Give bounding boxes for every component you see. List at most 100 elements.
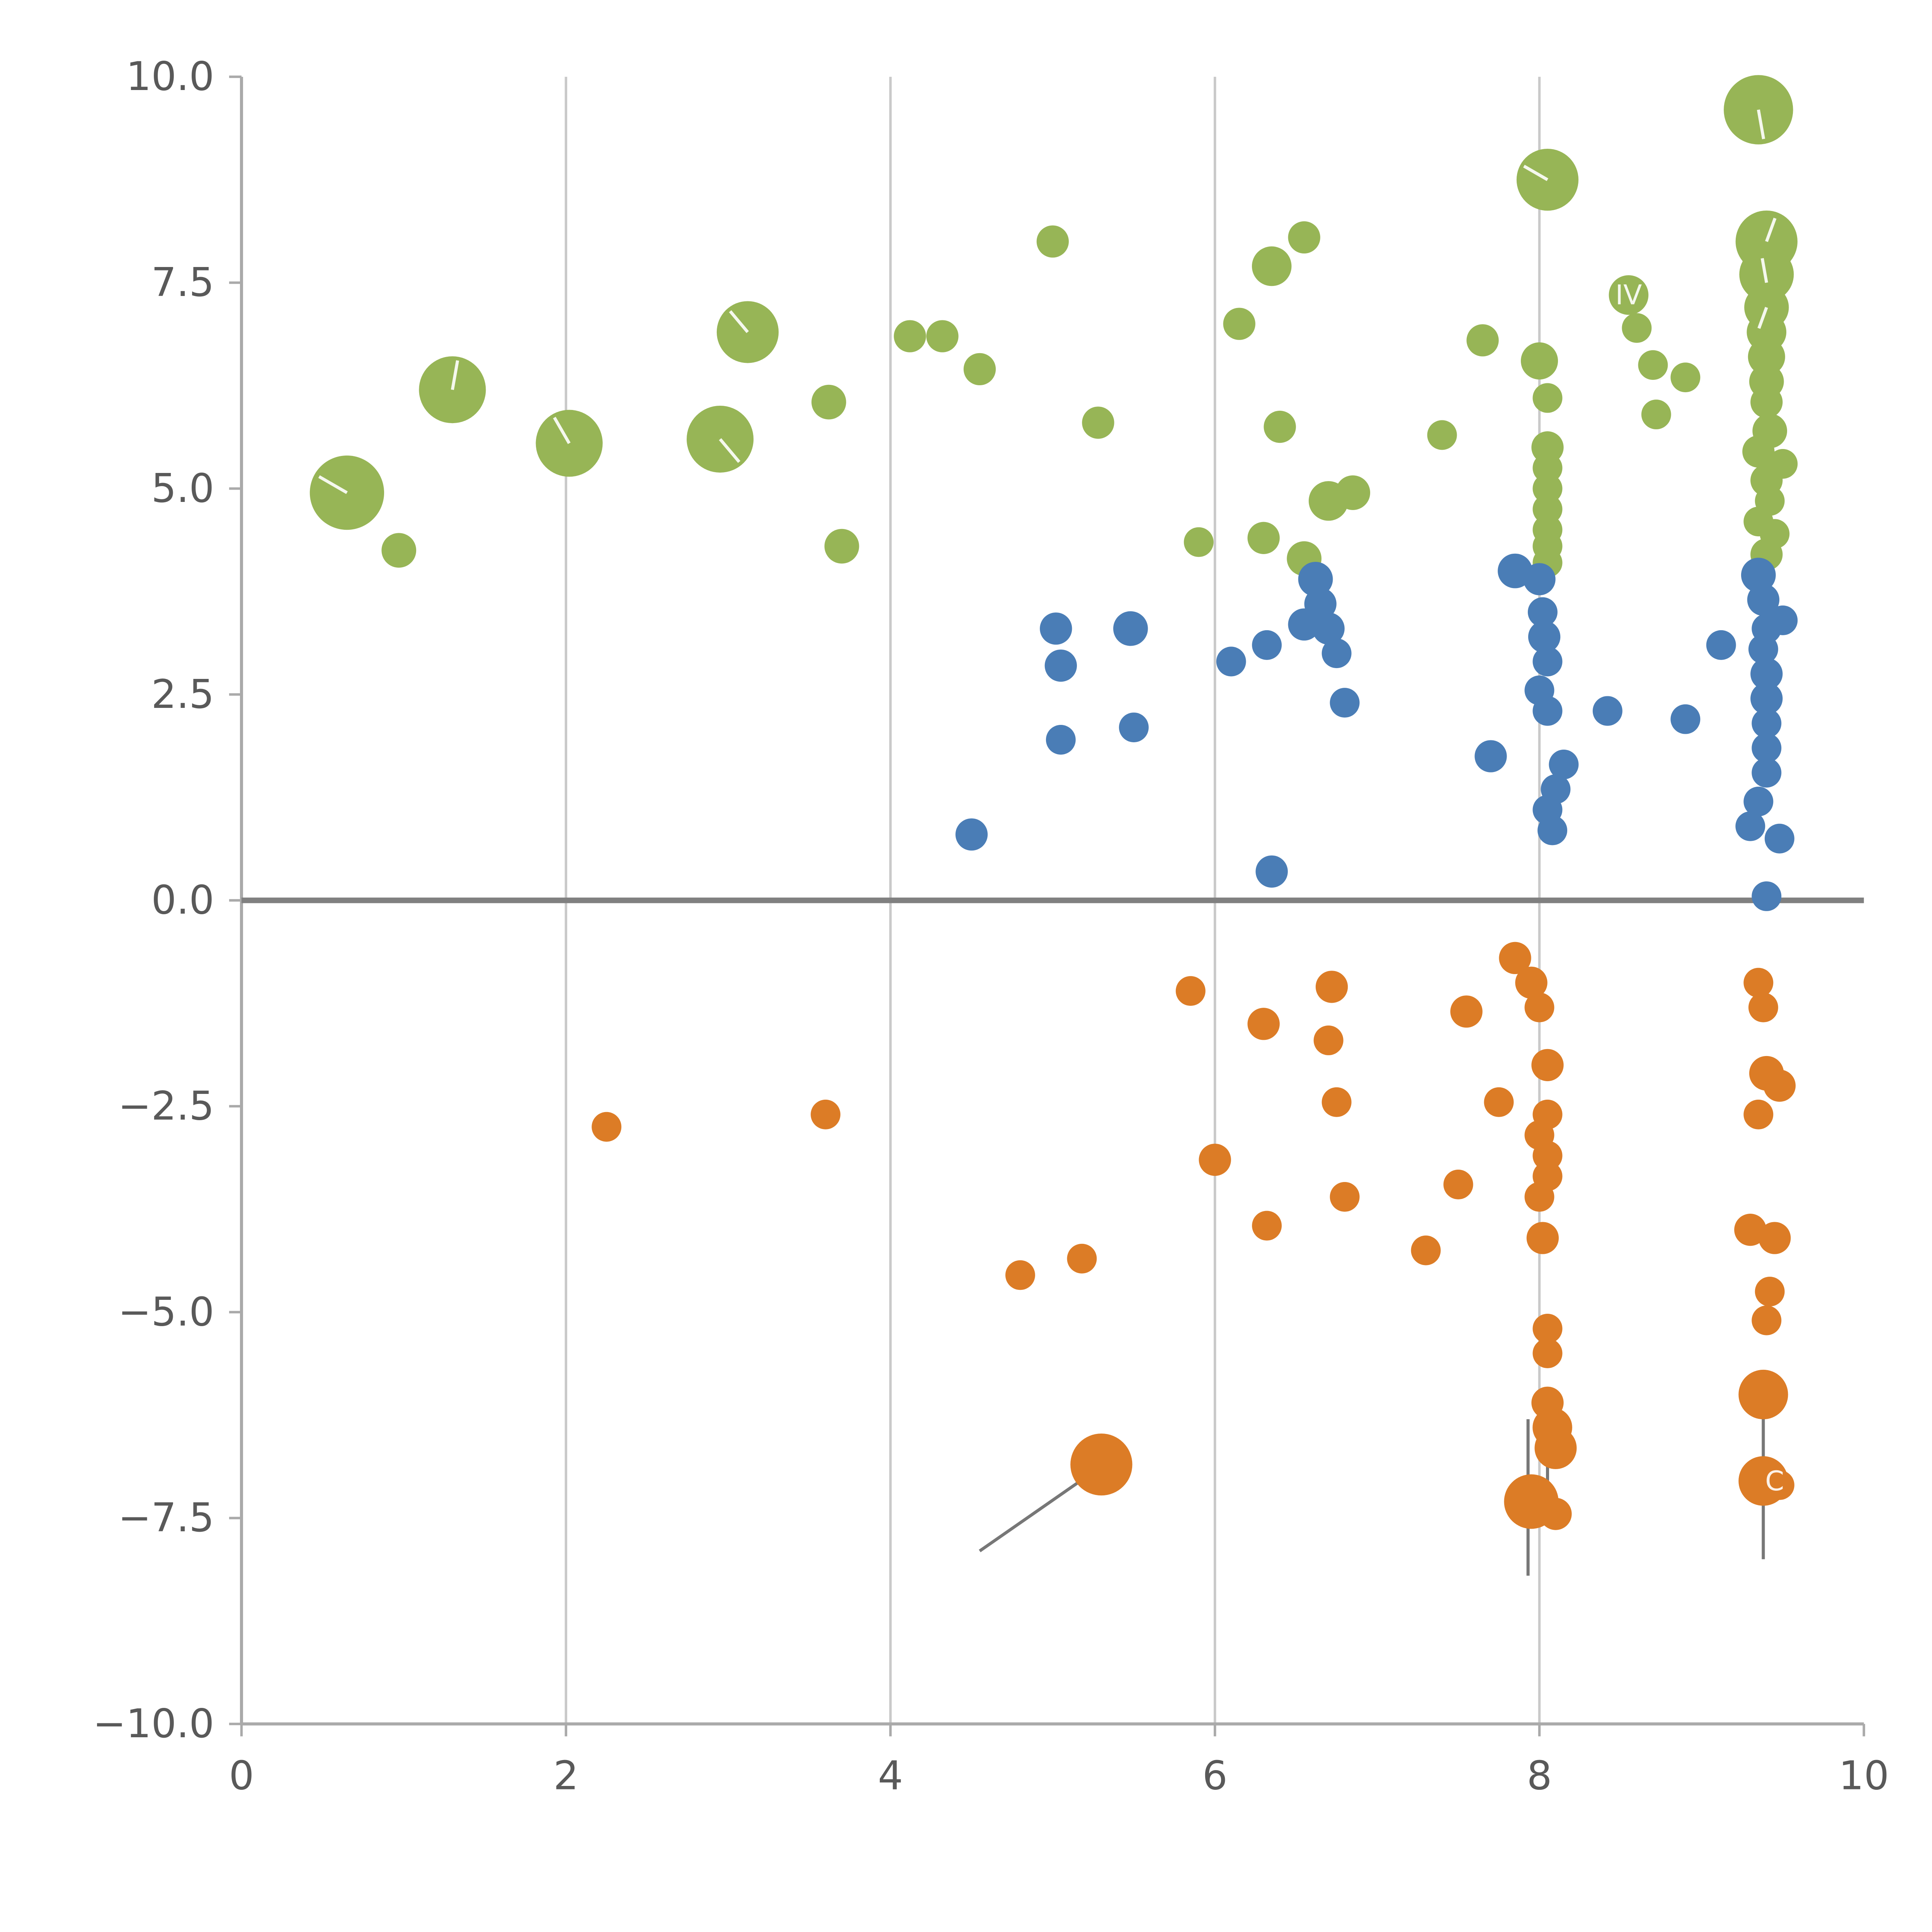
bubble-blue	[1752, 708, 1782, 738]
bubble-orange	[592, 1112, 622, 1142]
bubble-blue	[1743, 786, 1774, 816]
bubble-orange	[1450, 995, 1483, 1028]
y-tick-label: −5.0	[118, 1289, 214, 1335]
bubble-hand-mark	[1523, 165, 1548, 181]
bubble-blue	[1523, 563, 1556, 595]
bubble-blue	[1528, 621, 1561, 653]
bubble-orange	[811, 1099, 840, 1129]
bubble-hand-mark	[1760, 258, 1768, 283]
bubble-blue	[1741, 558, 1776, 593]
bubble-blue	[1304, 588, 1337, 620]
bubble-blue	[1312, 612, 1345, 645]
x-tick-label: 10	[1838, 1753, 1889, 1799]
bubble-green	[926, 320, 959, 352]
bubble-orange	[1532, 1314, 1563, 1344]
bubble-orange	[1484, 1087, 1514, 1117]
bubble-blue	[1044, 650, 1077, 682]
bubble-green	[1252, 246, 1292, 286]
bubble-blue	[1475, 740, 1507, 772]
bubble-orange	[1411, 1235, 1441, 1265]
bubble-blue	[1706, 630, 1736, 660]
bubble-green	[1670, 362, 1701, 393]
y-tick-label: −10.0	[93, 1701, 214, 1747]
bubble-orange	[1499, 942, 1531, 974]
bubble-orange	[1252, 1211, 1282, 1241]
bubble-blue	[1532, 646, 1563, 677]
bubble-green	[1532, 453, 1563, 483]
bubble-orange	[1199, 1143, 1231, 1176]
bubble-hand-mark	[1765, 218, 1777, 242]
y-tick-label: 0.0	[151, 878, 214, 923]
x-tick-label: 6	[1202, 1753, 1228, 1799]
bubble-blue	[1752, 881, 1782, 911]
bubble-blue	[1549, 749, 1579, 779]
bubble-green	[1638, 350, 1668, 380]
bubble-blue	[1592, 696, 1622, 726]
y-tick-label: 5.0	[151, 466, 214, 512]
bubble-orange	[1531, 1049, 1564, 1082]
bubble-green	[1750, 386, 1783, 418]
bubble-green	[811, 384, 846, 420]
bubble-orange	[1743, 968, 1774, 998]
bubble-green	[1641, 400, 1671, 430]
bubble-blue	[1752, 733, 1782, 763]
bubble-green	[963, 353, 996, 386]
bubble-green	[1335, 475, 1370, 510]
bubble-blue	[1764, 823, 1794, 854]
bubble-green	[1531, 431, 1564, 464]
bubble-orange	[1321, 1087, 1352, 1117]
bubble-green	[1247, 522, 1280, 554]
bubble-orange	[1515, 966, 1548, 999]
bubble-blue	[1750, 658, 1783, 690]
bubble-orange	[1330, 1182, 1360, 1212]
bubble-blue	[1298, 562, 1333, 597]
bubble-orange	[1005, 1260, 1035, 1290]
x-tick-label: 2	[553, 1753, 578, 1799]
bubble-orange	[1247, 1008, 1280, 1040]
bubble-orange	[1175, 976, 1206, 1006]
bubble-orange	[1315, 971, 1348, 1003]
bubble-blue	[1119, 713, 1149, 742]
bubble-green	[1427, 420, 1457, 450]
bubble-blue	[955, 818, 988, 851]
bubble-hand-mark	[1757, 109, 1765, 139]
bubble-orange	[1743, 1099, 1774, 1129]
y-tick-label: 2.5	[151, 672, 214, 718]
bubble-blue	[1216, 646, 1246, 677]
bubble-blue	[1113, 611, 1148, 646]
bubble-blue	[1537, 815, 1568, 845]
bubble-orange	[1748, 992, 1778, 1022]
y-tick-label: −2.5	[118, 1083, 214, 1129]
bubble-green	[1223, 308, 1255, 340]
bubble-blue	[1040, 612, 1072, 645]
bubble-blue	[1670, 704, 1701, 734]
bubble-orange	[1067, 1243, 1097, 1274]
bubble-orange	[1539, 1498, 1572, 1530]
x-tick-label: 8	[1527, 1753, 1552, 1799]
bubble-green	[824, 529, 859, 564]
bubble-green	[1466, 324, 1499, 357]
bubble-blue	[1255, 855, 1288, 888]
bubble-orange	[1070, 1434, 1133, 1496]
bubble-hand-mark	[451, 360, 459, 390]
bubble-blue	[1748, 634, 1778, 664]
bubble-green	[1264, 410, 1296, 443]
bubble-green	[1532, 494, 1563, 524]
bubble-green	[1082, 406, 1114, 439]
bubble-green	[1609, 275, 1649, 315]
bubble-blue	[1532, 696, 1563, 726]
bubble-green	[1532, 473, 1563, 503]
bubble-orange	[1532, 1338, 1563, 1368]
bubble-text-label: C	[1765, 1465, 1784, 1497]
bubble-green	[1036, 225, 1069, 258]
bubble-blue	[1750, 682, 1783, 715]
bubble-blue	[1527, 597, 1558, 627]
bubble-hand-mark	[1757, 307, 1768, 329]
bubble-green	[1184, 527, 1214, 557]
bubble-hand-mark	[729, 310, 749, 333]
y-tick-label: 10.0	[126, 54, 214, 100]
x-tick-label: 0	[229, 1753, 254, 1799]
x-tick-label: 4	[878, 1753, 903, 1799]
